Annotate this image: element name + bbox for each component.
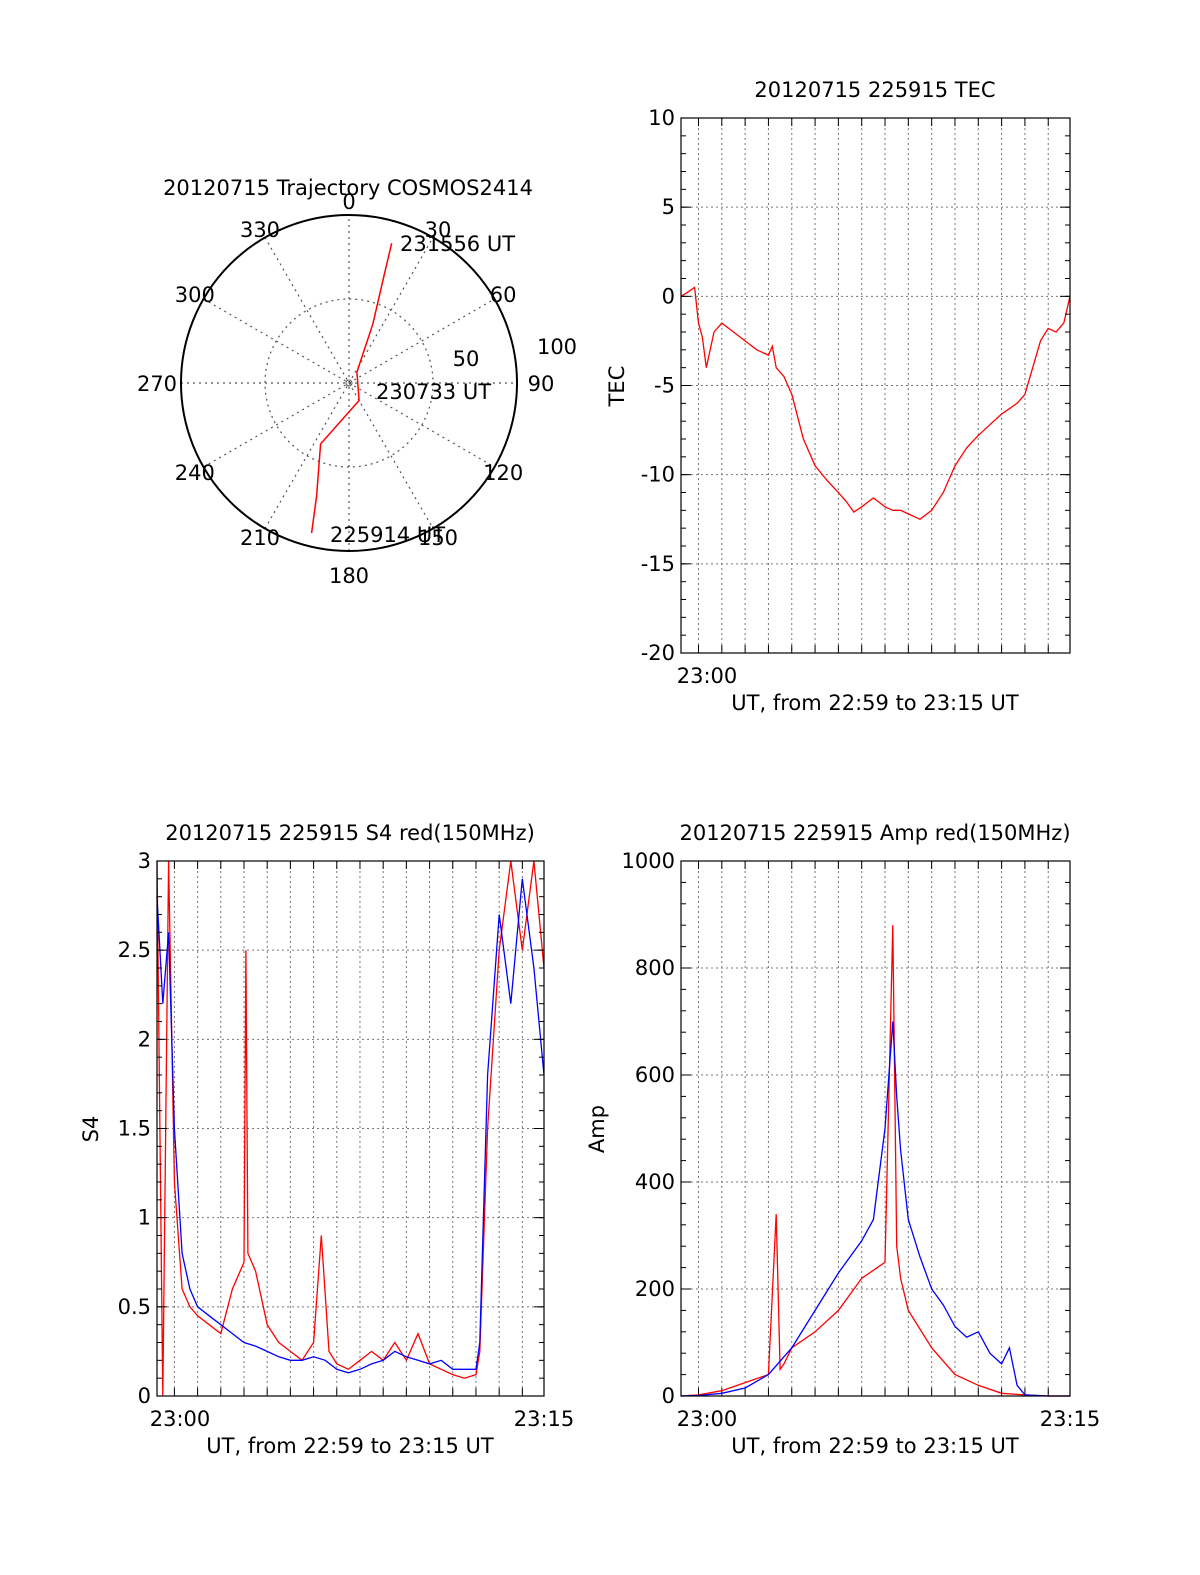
s4-x-label: UT, from 22:59 to 23:15 UT — [206, 1434, 494, 1458]
azimuth-label-90: 90 — [528, 372, 555, 396]
tec-panel: 20120715 225915 TEC -20 -15 -10 -5 0 5 10 23:0… — [605, 78, 1071, 715]
tec-series — [680, 286, 1071, 521]
azimuth-label-210: 210 — [240, 526, 280, 550]
trajectory-start-label: 225914 UT — [330, 523, 445, 547]
s4-y-tick-label: 0.5 — [118, 1295, 151, 1319]
polar-center — [345, 379, 353, 387]
radius-label-100: 100 — [537, 335, 577, 359]
s4-y-tick-label: 2 — [138, 1027, 151, 1051]
tec-y-tick-label: -15 — [641, 552, 675, 576]
tec-y-tick-label: 0 — [662, 284, 675, 308]
amp-x-tick-start: 23:00 — [677, 1407, 738, 1431]
amp-y-tick-label: 800 — [635, 956, 675, 980]
s4-y-tick-label: 1.5 — [118, 1117, 151, 1141]
amp-x-tick-end: 23:15 — [1040, 1407, 1101, 1431]
azimuth-label-300: 300 — [175, 283, 215, 307]
tec-x-label: UT, from 22:59 to 23:15 UT — [731, 691, 1019, 715]
trajectory-panel: 20120715 Trajectory COSMOS2414 0 30 60 90 12… — [137, 176, 577, 588]
s4-title: 20120715 225915 S4 red(150MHz) — [165, 821, 535, 845]
amp-series — [680, 925, 1070, 1397]
tec-y-ticks: -20 -15 -10 -5 0 5 10 — [641, 106, 1070, 665]
s4-series-line-0 — [156, 860, 545, 1397]
s4-y-tick-label: 2.5 — [118, 938, 151, 962]
azimuth-label-30: 30 — [425, 218, 452, 242]
amp-panel: 20120715 225915 Amp red(150MHz) 0 200 400 6… — [585, 821, 1100, 1458]
tec-y-tick-label: -10 — [641, 463, 675, 487]
tec-grid — [681, 118, 1070, 653]
s4-panel: 20120715 225915 S4 red(150MHz) 0 0.5 1 1.5 2… — [79, 821, 574, 1458]
s4-y-tick-label: 3 — [138, 849, 151, 873]
tec-y-tick-label: -20 — [641, 641, 675, 665]
s4-x-tick-start: 23:00 — [150, 1407, 211, 1431]
tec-y-tick-label: -5 — [654, 374, 675, 398]
azimuth-label-0: 0 — [342, 190, 355, 214]
tec-title: 20120715 225915 TEC — [754, 78, 995, 102]
azimuth-label-60: 60 — [490, 283, 517, 307]
tec-y-tick-label: 10 — [648, 106, 675, 130]
azimuth-label-270: 270 — [137, 372, 177, 396]
amp-y-tick-label: 1000 — [622, 849, 675, 873]
amp-series-line-1 — [680, 1021, 1070, 1397]
tec-y-tick-label: 5 — [662, 195, 675, 219]
amp-y-tick-label: 600 — [635, 1063, 675, 1087]
s4-y-tick-label: 1 — [138, 1206, 151, 1230]
s4-x-tick-end: 23:15 — [514, 1407, 575, 1431]
tec-y-label: TEC — [605, 366, 629, 408]
polar-spoke-150 — [264, 237, 434, 529]
amp-y-tick-label: 200 — [635, 1277, 675, 1301]
amp-y-ticks: 0 200 400 600 800 1000 — [622, 849, 1070, 1408]
azimuth-label-180: 180 — [329, 564, 369, 588]
trajectory-mid-label: 230733 UT — [376, 380, 491, 404]
amp-series-line-0 — [680, 925, 1070, 1397]
amp-x-label: UT, from 22:59 to 23:15 UT — [731, 1434, 1019, 1458]
polar-azimuth-labels: 0 30 60 90 120 150 180 210 240 270 300 330 — [137, 190, 554, 588]
tec-series-line-0 — [680, 286, 1071, 521]
polar-outer-ring — [180, 214, 518, 552]
trajectory-end-label: 231556 UT — [400, 232, 515, 256]
amp-title: 20120715 225915 Amp red(150MHz) — [679, 821, 1070, 845]
azimuth-label-330: 330 — [240, 218, 280, 242]
s4-y-tick-label: 0 — [138, 1384, 151, 1408]
tec-x-tick-start: 23:00 — [677, 664, 738, 688]
amp-plot-frame — [680, 860, 1071, 1397]
polar-grid — [181, 215, 517, 551]
s4-series-line-1 — [156, 878, 545, 1374]
azimuth-label-120: 120 — [483, 461, 523, 485]
amp-y-label: Amp — [585, 1105, 609, 1153]
azimuth-label-240: 240 — [175, 461, 215, 485]
amp-y-tick-label: 0 — [662, 1384, 675, 1408]
amp-y-tick-label: 400 — [635, 1170, 675, 1194]
radius-label-50: 50 — [453, 347, 480, 371]
amp-grid — [681, 861, 1070, 1396]
s4-y-label: S4 — [79, 1116, 103, 1143]
s4-series — [156, 860, 545, 1397]
trajectory-line — [310, 243, 393, 534]
azimuth-label-150: 150 — [418, 526, 458, 550]
trajectory-title: 20120715 Trajectory COSMOS2414 — [163, 176, 533, 200]
s4-y-ticks: 0 0.5 1 1.5 2 2.5 3 — [118, 849, 544, 1408]
